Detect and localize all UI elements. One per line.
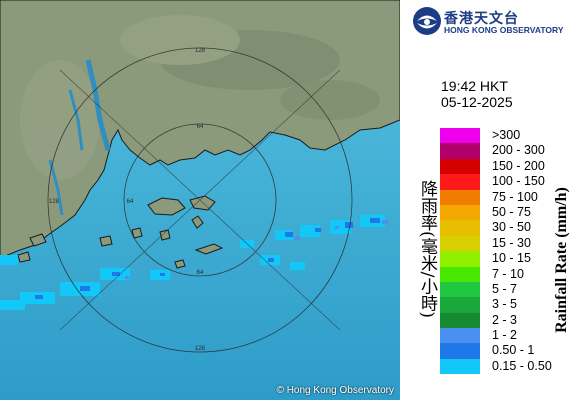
lantau-island [147, 197, 186, 216]
legend-label: >300 [492, 128, 521, 142]
legend-title-english: Rainfall Rate (mm/h) [553, 187, 570, 333]
legend-label: 10 - 15 [492, 251, 531, 266]
legend-row: 10 - 15 [440, 251, 575, 267]
legend-swatch [440, 158, 480, 175]
radar-map-graphic: 64 64 64 128 128 128 [0, 0, 400, 400]
legend-row: 0.15 - 0.50 [440, 358, 575, 375]
legend-row: 150 - 200 [440, 158, 575, 175]
range-ring-label: 64 [127, 199, 134, 205]
legend-label: 7 - 10 [492, 266, 524, 281]
legend-label: 100 - 150 [492, 174, 545, 189]
legend-row: 30 - 50 [440, 220, 575, 236]
info-panel: 香港天文台 HONG KONG OBSERVATORY 19:42 HKT 05… [400, 0, 577, 400]
radar-map[interactable]: 64 64 64 128 128 128 © Hong Kong Observatory [0, 0, 400, 400]
range-rings [47, 47, 353, 353]
range-spokes [59, 69, 341, 331]
copyright-notice: © Hong Kong Observatory [276, 385, 394, 396]
range-ring-label: 64 [197, 270, 204, 276]
legend-swatch [440, 343, 480, 359]
legend-label: 50 - 75 [492, 204, 531, 219]
range-ring-label: 128 [49, 199, 60, 205]
legend-swatch [440, 312, 480, 329]
terrain-texture [20, 15, 380, 180]
legend-swatch [440, 251, 480, 267]
hko-logo[interactable]: 香港天文台 HONG KONG OBSERVATORY [412, 6, 574, 40]
lamma-island [191, 215, 204, 229]
observation-time: 19:42 HKT [441, 78, 508, 94]
legend-row: 2 - 3 [440, 312, 575, 329]
legend-row: 15 - 30 [440, 235, 575, 252]
legend-label: 75 - 100 [492, 189, 538, 204]
org-name-english: HONG KONG OBSERVATORY [444, 25, 564, 35]
southern-islands [194, 243, 224, 255]
legend-label: 0.50 - 1 [492, 343, 535, 358]
rainfall-legend: >300 200 - 300 150 - 200 100 - 150 75 - 100 5… [440, 128, 575, 375]
legend-row: 0.50 - 1 [440, 343, 575, 359]
legend-row: 200 - 300 [440, 143, 575, 159]
legend-swatch [440, 297, 480, 313]
legend-swatch [440, 235, 480, 252]
hong-kong-island [189, 195, 216, 211]
legend-label: 30 - 50 [492, 220, 531, 235]
legend-swatch [440, 358, 480, 375]
legend-swatch [440, 281, 480, 298]
legend-swatch [440, 328, 480, 344]
range-ring-label: 128 [195, 48, 206, 54]
legend-row: 5 - 7 [440, 281, 575, 298]
legend-row: 75 - 100 [440, 189, 575, 205]
legend-row: 50 - 75 [440, 204, 575, 221]
legend-label: 3 - 5 [492, 297, 518, 312]
legend-row: >300 [440, 128, 575, 144]
legend-label: 15 - 30 [492, 235, 531, 250]
legend-label: 150 - 200 [492, 158, 545, 173]
legend-swatch [440, 189, 480, 205]
org-name-chinese: 香港天文台 [444, 10, 519, 26]
legend-row: 100 - 150 [440, 174, 575, 190]
range-ring-label: 128 [195, 346, 206, 352]
legend-label: 200 - 300 [492, 143, 545, 158]
legend-title-chinese: 降雨率(毫米/小時) [417, 180, 437, 318]
rain-echoes [0, 215, 388, 310]
river-branch [48, 159, 64, 216]
legend-row: 3 - 5 [440, 297, 575, 313]
legend-swatch [440, 174, 480, 190]
observation-date: 05-12-2025 [441, 94, 513, 110]
range-ring-label: 64 [197, 124, 204, 130]
legend-label: 2 - 3 [492, 312, 518, 327]
legend-row: 7 - 10 [440, 266, 575, 282]
legend-label: 0.15 - 0.50 [492, 358, 552, 373]
legend-swatch [440, 143, 480, 159]
mainland-landmass [0, 0, 400, 259]
legend-swatch [440, 128, 480, 144]
legend-swatch [440, 204, 480, 221]
legend-label: 1 - 2 [492, 328, 518, 343]
west-islands [17, 227, 186, 269]
legend-swatch [440, 220, 480, 236]
river-branch [68, 89, 84, 151]
legend-label: 5 - 7 [492, 281, 518, 296]
hko-logo-icon [413, 7, 441, 35]
legend-row: 1 - 2 [440, 328, 575, 344]
legend-swatch [440, 266, 480, 282]
